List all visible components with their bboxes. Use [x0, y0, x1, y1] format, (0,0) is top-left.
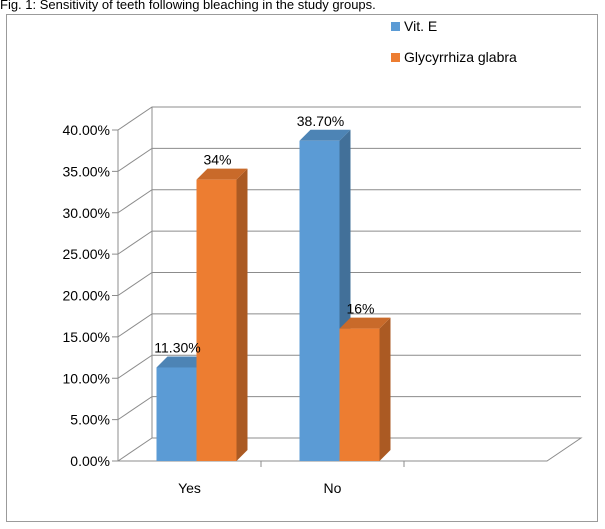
gridline	[117, 106, 581, 131]
x-tick-label: Yes	[178, 480, 201, 496]
legend-label: Vit. E	[404, 18, 437, 34]
x-tick-label: No	[324, 480, 342, 496]
gridlines	[117, 106, 581, 421]
y-tick-label: 5.00%	[70, 412, 110, 428]
bar-top	[299, 129, 351, 141]
bar-glycyrrhiza-glabra	[196, 179, 237, 461]
x-axis: Yes No	[118, 460, 547, 496]
bar-side	[379, 317, 391, 461]
data-labels: 11.30% 34% 38.70% 16%	[154, 113, 374, 356]
y-tick-label: 15.00%	[63, 329, 110, 345]
bar-side	[236, 168, 248, 461]
data-label: 11.30%	[154, 339, 200, 355]
gridline	[117, 354, 581, 379]
y-tick-label: 40.00%	[63, 122, 110, 138]
bar-glycyrrhiza-glabra	[339, 328, 380, 461]
legend: Vit. E Glycyrrhiza glabra	[391, 18, 517, 65]
bar-vit-e	[156, 367, 197, 461]
bars	[156, 129, 391, 461]
y-tick-label: 10.00%	[63, 370, 110, 386]
bar-top	[196, 168, 248, 180]
figure-caption: Fig. 1: Sensitivity of teeth following b…	[0, 0, 376, 12]
gridline	[117, 396, 581, 421]
data-label: 38.70%	[297, 113, 344, 129]
legend-swatch	[391, 22, 400, 31]
data-label: 16%	[346, 301, 374, 317]
bar-top	[339, 317, 391, 329]
data-label: 34%	[203, 152, 231, 168]
gridline	[117, 313, 581, 338]
bar-top	[156, 356, 208, 368]
gridline	[117, 272, 581, 296]
y-tick-label: 25.00%	[63, 246, 110, 262]
y-axis: 0.00% 5.00% 10.00% 15.00% 20.00% 25.00% 30.00%…	[63, 122, 119, 469]
legend-swatch	[391, 53, 400, 62]
y-tick-label: 35.00%	[63, 163, 110, 179]
y-tick-label: 0.00%	[70, 453, 110, 469]
y-tick-label: 30.00%	[63, 205, 110, 221]
gridline	[117, 230, 581, 255]
gridline	[117, 147, 581, 172]
gridline	[117, 189, 581, 214]
legend-label: Glycyrrhiza glabra	[404, 49, 517, 65]
y-tick-label: 20.00%	[63, 288, 110, 304]
bar-vit-e	[299, 140, 340, 461]
